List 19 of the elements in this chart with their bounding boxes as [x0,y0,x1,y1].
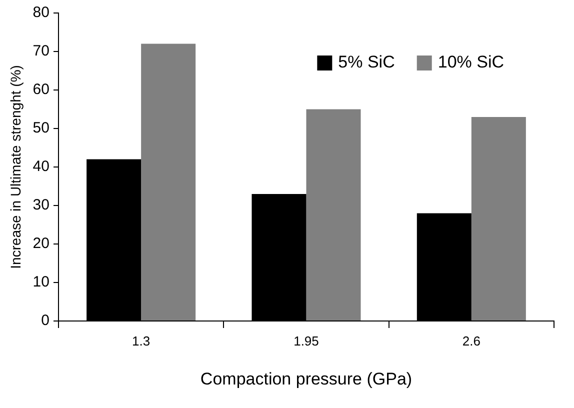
x-tick-label: 1.95 [294,333,319,348]
x-axis-title: Compaction pressure (GPa) [200,369,412,388]
y-tick-label: 70 [32,42,50,60]
x-tick-label: 2.6 [462,333,480,348]
legend-label: 5% SiC [338,52,395,72]
y-tick-label: 80 [32,4,50,22]
y-tick-label: 0 [41,312,50,330]
y-tick-label: 60 [32,81,50,98]
y-tick-label: 10 [32,274,50,291]
y-tick-label: 20 [32,235,50,252]
y-tick-label: 40 [32,158,50,176]
x-tick-label: 1.3 [132,333,150,348]
bar [306,109,361,320]
legend-label: 10% SiC [438,52,504,72]
y-tick-label: 30 [32,196,50,214]
y-tick-label: 50 [32,120,50,137]
bar [141,44,196,320]
bar [471,116,526,320]
y-axis-title: Increase in Ultimate strenght (%) [7,65,24,269]
